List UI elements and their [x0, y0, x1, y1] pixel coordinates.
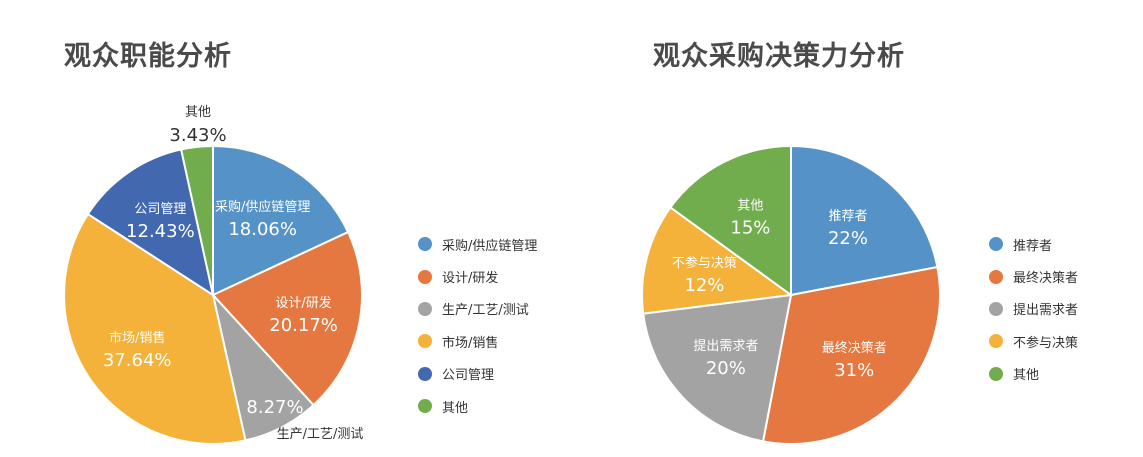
legend-label: 推荐者	[1013, 238, 1053, 254]
legend-label: 公司管理	[442, 368, 495, 384]
pie-slice-0	[790, 144, 939, 297]
slice-category-label: 生产/工艺/测试	[277, 427, 364, 442]
legend-label: 生产/工艺/测试	[442, 303, 529, 319]
pie-slice-4	[86, 148, 215, 298]
slice-value-label: 31%	[834, 360, 874, 381]
slice-category-label: 其他	[737, 198, 763, 213]
slice-category-label: 其他	[185, 105, 211, 120]
legend-swatch	[418, 237, 432, 252]
pie-slice-4	[669, 144, 792, 297]
slice-value-label: 20.17%	[269, 315, 338, 336]
pie-chart-audience-function: 采购/供应链管理 18.06% 设计/研发 20.17% 8.27% 生产/工艺/测试 市场…	[63, 105, 364, 445]
legend-swatch	[989, 366, 1003, 381]
chart-legend: 推荐者最终决策者提出需求者不参与决策其他	[989, 228, 1078, 390]
slice-value-label: 3.43%	[169, 125, 226, 146]
legend-label: 最终决策者	[1013, 271, 1079, 287]
legend-item: 其他	[989, 358, 1078, 390]
slice-value-label: 12.43%	[126, 221, 195, 242]
legend-item: 设计/研发	[418, 260, 537, 292]
legend-swatch	[989, 301, 1003, 316]
legend-item: 不参与决策	[989, 325, 1078, 357]
chart-legend: 采购/供应链管理 设计/研发生产/工艺/测试 市场/销售公司管理其他	[418, 228, 537, 422]
legend-swatch	[989, 334, 1003, 349]
slice-value-label: 15%	[730, 217, 770, 238]
pie-chart-purchase-decision: 推荐者 22% 最终决策者 31% 提出需求者 20% 不参与决策 12% 其他 15%	[641, 144, 941, 445]
slice-category-label: 推荐者	[828, 209, 867, 224]
slice-category-label: 不参与决策	[672, 255, 737, 271]
legend-item: 推荐者	[989, 228, 1078, 260]
slice-category-label: 最终决策者	[822, 340, 887, 356]
pie-slice-1	[211, 230, 363, 407]
legend-swatch	[989, 237, 1003, 252]
slice-category-label: 采购/供应链管理	[215, 199, 310, 215]
chart-panel-audience-function: 观众职能分析 采购/供应链管理 18.06% 设计/研发 20.17% 8.27% 生产/…	[0, 0, 571, 457]
slice-category-label: 公司管理	[134, 202, 186, 217]
legend-label: 设计/研发	[442, 271, 499, 287]
legend-label: 提出需求者	[1013, 303, 1079, 319]
slice-value-label: 18.06%	[228, 219, 297, 240]
pie-slice-2	[642, 293, 793, 443]
slice-category-label: 提出需求者	[693, 338, 758, 354]
legend-swatch	[418, 399, 432, 414]
slice-category-label: 设计/研发	[275, 295, 331, 311]
legend-item: 最终决策者	[989, 260, 1078, 292]
legend-label: 市场/销售	[442, 335, 499, 351]
slice-value-label: 37.64%	[103, 350, 172, 371]
slice-value-label: 8.27%	[246, 397, 303, 418]
slice-value-label: 20%	[706, 358, 746, 379]
slice-value-label: 22%	[828, 228, 868, 249]
legend-swatch	[418, 269, 432, 284]
chart-panel-purchase-decision: 观众采购决策力分析 推荐者 22% 最终决策者 31% 提出需求者 20% 不参与决策 12%…	[571, 0, 1143, 457]
legend-label: 其他	[1013, 368, 1040, 384]
slice-category-label: 市场/销售	[109, 330, 165, 346]
legend-item: 其他	[418, 390, 537, 422]
legend-swatch	[418, 334, 432, 349]
slice-value-label: 12%	[684, 275, 724, 296]
pie-slice-3	[63, 212, 247, 445]
pie-slice-0	[212, 144, 350, 297]
pie-slice-3	[641, 206, 794, 315]
legend-swatch	[418, 366, 432, 381]
legend-swatch	[418, 301, 432, 316]
pie-slice-5	[179, 144, 214, 296]
legend-item: 采购/供应链管理	[418, 228, 537, 260]
legend-label: 不参与决策	[1013, 335, 1079, 351]
chart-title: 观众采购决策力分析	[653, 41, 905, 72]
legend-item: 公司管理	[418, 358, 537, 390]
legend-item: 提出需求者	[989, 293, 1078, 325]
legend-label: 其他	[442, 400, 469, 416]
chart-title: 观众职能分析	[64, 41, 232, 72]
legend-swatch	[989, 269, 1003, 284]
legend-item: 市场/销售	[418, 325, 537, 357]
legend-label: 采购/供应链管理	[442, 238, 538, 254]
legend-item: 生产/工艺/测试	[418, 293, 537, 325]
pie-slice-1	[761, 265, 941, 445]
